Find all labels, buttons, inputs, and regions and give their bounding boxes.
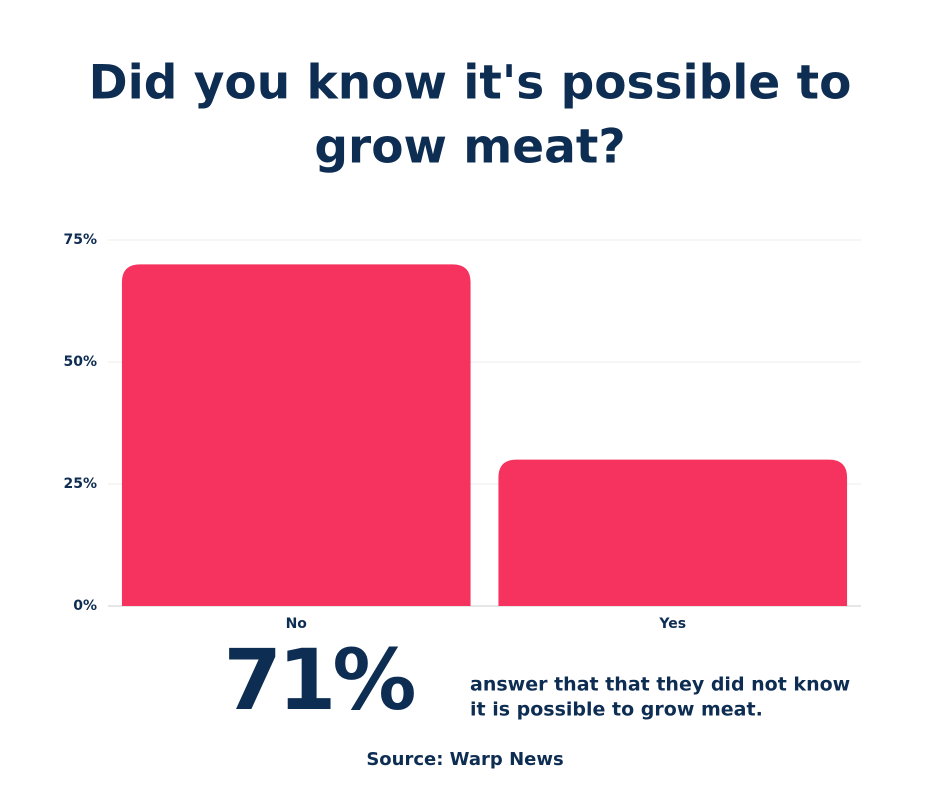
- y-tick-label: 0%: [73, 598, 97, 614]
- highlight-text: answer that that they did not know: [470, 674, 850, 696]
- highlight-number: 71%: [223, 631, 414, 729]
- source: Source: Warp News: [366, 749, 563, 770]
- chart-title: grow meat?: [314, 120, 625, 175]
- x-tick-label: Yes: [658, 616, 686, 632]
- bar: [121, 264, 471, 606]
- y-tick-label: 50%: [63, 354, 97, 370]
- x-tick-label: No: [286, 616, 308, 632]
- chart-title: Did you know it's possible to: [89, 56, 852, 111]
- y-tick-label: 25%: [63, 476, 97, 492]
- bar: [498, 459, 848, 606]
- highlight-text: it is possible to grow meat.: [470, 699, 763, 721]
- y-tick-label: 75%: [63, 232, 97, 248]
